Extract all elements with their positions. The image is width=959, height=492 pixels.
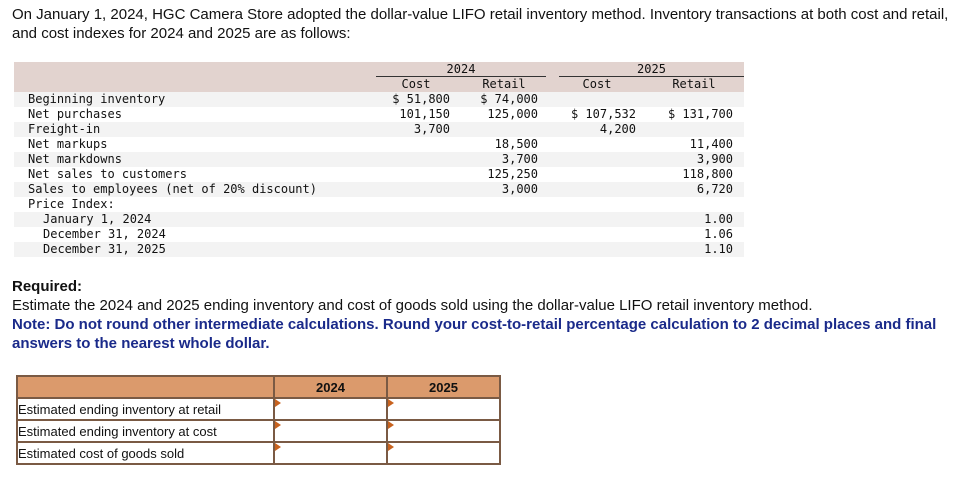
answer-cell-v2025 (386, 441, 501, 465)
answer-row: Estimated cost of goods sold (16, 441, 501, 465)
row-label: Net markups (28, 137, 108, 151)
row-value-c2: 3,700 (501, 152, 538, 166)
answer-table: 2024 2025 Estimated ending inventory at … (16, 375, 501, 465)
data-row: Beginning inventory $ 51,800 $ 74,000 (14, 92, 744, 107)
answer-cell-v2024 (273, 419, 388, 443)
row-value-c4: 11,400 (689, 137, 733, 151)
row-value-c4: 1.10 (704, 242, 733, 256)
answer-row: Estimated ending inventory at cost (16, 419, 501, 443)
answer-input-v2024[interactable] (275, 399, 386, 419)
subheader-cost-2024: Cost (401, 77, 431, 91)
required-text: Estimate the 2024 and 2025 ending invent… (12, 297, 813, 314)
answer-input-v2024[interactable] (275, 421, 386, 441)
answer-header-2025: 2025 (386, 375, 501, 399)
answer-input-v2025[interactable] (388, 443, 499, 463)
row-value-c2: $ 74,000 (480, 92, 538, 106)
row-value-c4: 3,900 (696, 152, 733, 166)
data-row: Sales to employees (net of 20% discount)… (14, 182, 744, 197)
problem-intro: On January 1, 2024, HGC Camera Store ado… (12, 6, 949, 42)
row-value-c3: 4,200 (599, 122, 636, 136)
data-row: December 31, 2025 1.10 (14, 242, 744, 257)
row-label: Net purchases (28, 107, 122, 121)
answer-row-label: Estimated ending inventory at retail (16, 397, 275, 421)
year-header-2025: 2025 (559, 62, 744, 77)
row-label: Sales to employees (net of 20% discount) (28, 182, 317, 196)
data-row: Net sales to customers 125,250 118,800 (14, 167, 744, 182)
row-value-c1: $ 51,800 (392, 92, 450, 106)
data-row: Net markups 18,500 11,400 (14, 137, 744, 152)
row-value-c4: 1.06 (704, 227, 733, 241)
row-label: Price Index: (28, 197, 115, 211)
data-row: Freight-in 3,700 4,200 (14, 122, 744, 137)
answer-row-label: Estimated ending inventory at cost (16, 419, 275, 443)
subheader-retail-2024: Retail (482, 77, 526, 91)
answer-cell-v2025 (386, 397, 501, 421)
answer-header-2024: 2024 (273, 375, 388, 399)
subheader-retail-2025: Retail (672, 77, 716, 91)
data-row: Net markdowns 3,700 3,900 (14, 152, 744, 167)
year-header-2024: 2024 (376, 62, 546, 77)
row-value-c1: 101,150 (399, 107, 450, 121)
row-value-c4: 118,800 (682, 167, 733, 181)
answer-cell-v2024 (273, 397, 388, 421)
inventory-data-table: 2024 2025 Cost Retail Cost Retail Beginn… (14, 62, 744, 257)
row-value-c2: 125,000 (487, 107, 538, 121)
answer-input-v2024[interactable] (275, 443, 386, 463)
data-row: Price Index: (14, 197, 744, 212)
data-table-header: 2024 2025 Cost Retail Cost Retail (14, 62, 744, 92)
row-label: December 31, 2024 (43, 227, 166, 241)
row-value-c4: 6,720 (696, 182, 733, 196)
row-value-c2: 18,500 (494, 137, 538, 151)
row-label: Freight-in (28, 122, 101, 136)
row-value-c2: 3,000 (501, 182, 538, 196)
data-row: Net purchases 101,150 125,000 $ 107,532 $ 13… (14, 107, 744, 122)
rounding-note: Note: Do not round other intermediate ca… (12, 316, 937, 352)
subheader-cost-2025: Cost (582, 77, 612, 91)
row-label: Net markdowns (28, 152, 122, 166)
row-label: Beginning inventory (28, 92, 166, 106)
answer-cell-v2024 (273, 441, 388, 465)
row-value-c4: 1.00 (704, 212, 733, 226)
required-section: Required: Estimate the 2024 and 2025 end… (12, 277, 952, 353)
answer-input-v2025[interactable] (388, 421, 499, 441)
row-label: Net sales to customers (28, 167, 187, 181)
row-label: December 31, 2025 (43, 242, 166, 256)
row-value-c3: $ 107,532 (570, 107, 636, 121)
required-title: Required: (12, 278, 83, 295)
row-value-c1: 3,700 (413, 122, 450, 136)
data-row: December 31, 2024 1.06 (14, 227, 744, 242)
answer-row-label: Estimated cost of goods sold (16, 441, 275, 465)
row-value-c4: $ 131,700 (667, 107, 733, 121)
answer-cell-v2025 (386, 419, 501, 443)
data-row: January 1, 2024 1.00 (14, 212, 744, 227)
answer-row: Estimated ending inventory at retail (16, 397, 501, 421)
row-value-c2: 125,250 (487, 167, 538, 181)
answer-input-v2025[interactable] (388, 399, 499, 419)
answer-header-label (16, 375, 275, 399)
row-label: January 1, 2024 (43, 212, 152, 226)
